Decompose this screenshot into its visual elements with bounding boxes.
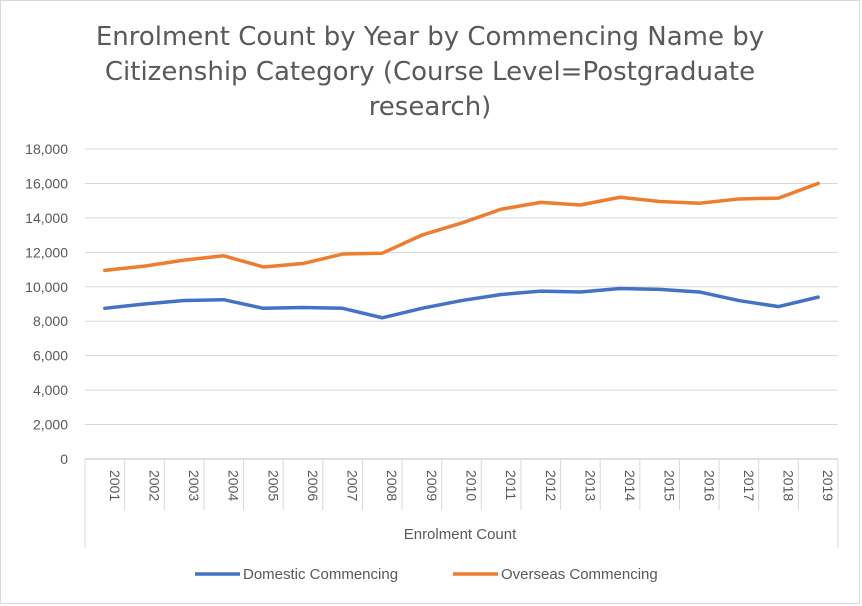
x-tick-label: 2008 xyxy=(384,470,400,501)
y-tick-label: 4,000 xyxy=(33,382,68,398)
x-tick-label: 2013 xyxy=(582,470,598,501)
y-axis-tick-labels: 0 2,000 4,000 6,000 8,000 10,000 12,000 14,000 1… xyxy=(25,141,68,467)
y-tick-label: 10,000 xyxy=(25,279,68,295)
y-tick-label: 8,000 xyxy=(33,313,68,329)
y-tick-label: 14,000 xyxy=(25,210,68,226)
x-tick-label: 2001 xyxy=(107,470,123,501)
x-tick-label: 2016 xyxy=(701,470,717,501)
series-line-overseas-commencing xyxy=(103,181,820,273)
y-tick-label: 16,000 xyxy=(25,175,68,191)
y-tick-label: 2,000 xyxy=(33,417,68,433)
x-axis: 2001 2002 2003 2004 2005 2006 2007 2008 2009 2010… xyxy=(84,459,839,548)
x-tick-label: 2011 xyxy=(503,470,519,500)
x-tick-label: 2009 xyxy=(424,470,440,501)
x-tick-label: 2018 xyxy=(781,470,797,501)
x-tick-label: 2007 xyxy=(345,470,361,501)
x-tick-label: 2002 xyxy=(146,470,162,501)
x-tick-label: 2004 xyxy=(226,470,242,501)
series-line-domestic-commencing xyxy=(103,286,820,320)
legend-label: Overseas Commencing xyxy=(501,566,658,583)
series-lines xyxy=(103,181,820,320)
x-tick-label: 2012 xyxy=(543,470,559,501)
x-tick-label: 2014 xyxy=(622,470,638,501)
x-tick-label: 2019 xyxy=(820,470,836,501)
legend: Domestic Commencing Overseas Commencing xyxy=(195,566,658,583)
x-tick-label: 2010 xyxy=(464,470,480,501)
y-tick-label: 12,000 xyxy=(25,244,68,260)
legend-label: Domestic Commencing xyxy=(243,566,398,583)
x-tick-label: 2005 xyxy=(265,470,281,501)
x-tick-label: 2015 xyxy=(662,470,678,501)
x-tick-label: 2017 xyxy=(741,470,757,501)
gridlines xyxy=(85,148,838,460)
y-tick-label: 6,000 xyxy=(33,348,68,364)
x-tick-label: 2006 xyxy=(305,470,321,501)
x-axis-title: Enrolment Count xyxy=(404,526,517,543)
y-tick-label: 18,000 xyxy=(25,141,68,157)
chart-title: Enrolment Count by Year by Commencing Na… xyxy=(95,22,765,122)
x-tick-label: 2003 xyxy=(186,470,202,501)
y-tick-label: 0 xyxy=(60,451,68,467)
